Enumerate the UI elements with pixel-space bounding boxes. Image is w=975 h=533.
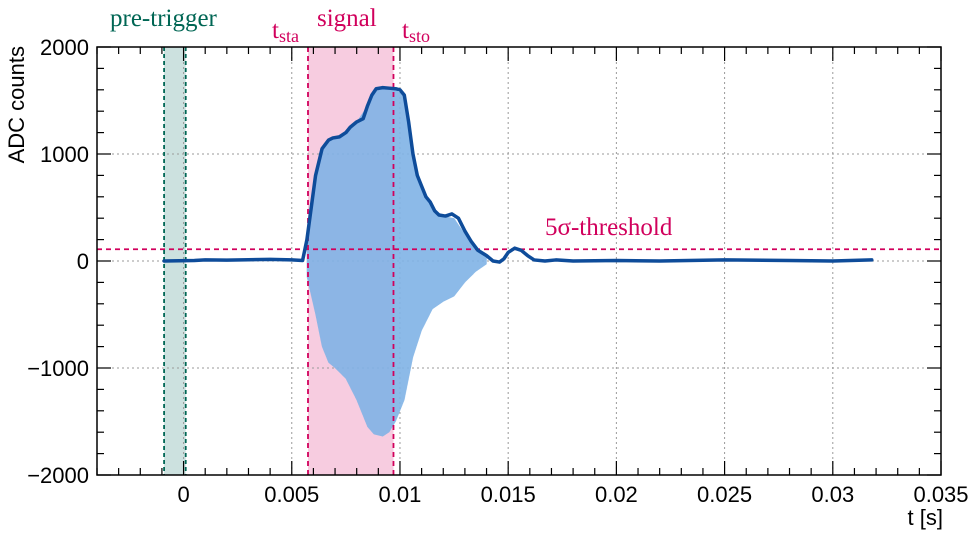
tsta-sub: sta [279,26,299,46]
y-tick-label: −1000 [27,356,89,381]
y-axis-title: ADC counts [4,46,29,163]
x-tick-label: 0.015 [481,482,536,507]
pretrigger-label: pre-trigger [110,5,218,32]
envelope-series [162,85,874,264]
tsto-sub: sto [409,26,430,46]
envelope-layer [162,85,874,264]
threshold-label: 5σ-threshold [545,214,673,241]
signal-label: signal [317,5,377,32]
y-tick-label: −2000 [27,463,89,488]
x-tick-label: 0.005 [264,482,319,507]
y-tick-label: 2000 [40,35,89,60]
x-tick-label: 0 [177,482,189,507]
tsta-label: tsta [272,17,299,46]
x-axis-title: t [s] [908,505,943,530]
frame-layer [96,46,942,476]
text-layer: pre-trigger signal tsta tsto 5σ-threshol… [4,5,943,530]
tsto-base: t [402,17,409,44]
y-tick-label: 1000 [40,142,89,167]
tsta-base: t [272,17,279,44]
x-tick-label: 0.01 [379,482,422,507]
y-tick-label: 0 [77,249,89,274]
x-tick-label: 0.035 [913,482,968,507]
tsto-label: tsto [402,17,430,46]
x-tick-label: 0.03 [811,482,854,507]
x-tick-label: 0.025 [697,482,752,507]
tick-labels-layer: 0 0.005 0.01 0.015 0.02 0.025 0.03 0.035 −2000 −1… [27,35,968,507]
x-tick-label: 0.02 [595,482,638,507]
